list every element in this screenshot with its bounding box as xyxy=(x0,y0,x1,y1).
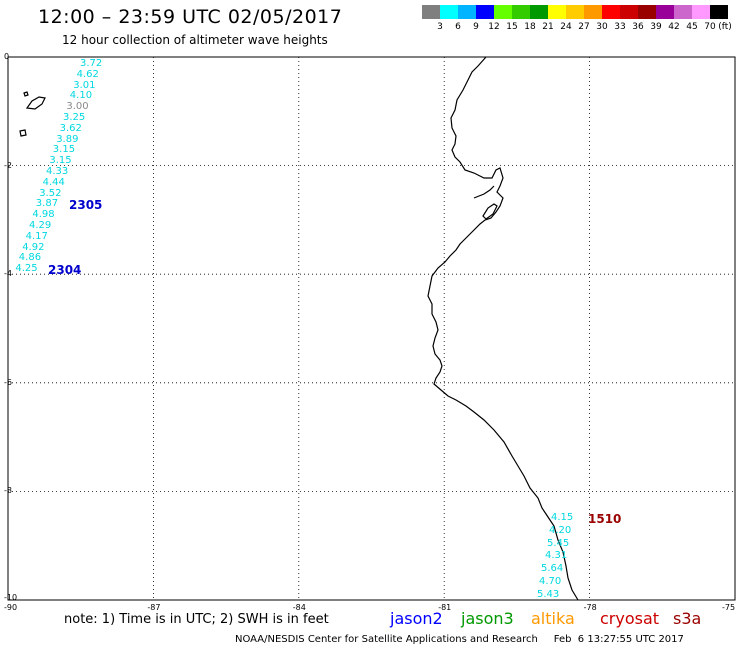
scale-swatch xyxy=(440,5,458,19)
mission-cryosat: cryosat xyxy=(600,609,660,628)
wave-height-value: 4.44 xyxy=(42,176,65,188)
scale-label: 12 xyxy=(488,22,500,32)
wave-height-value: 5.64 xyxy=(541,563,564,575)
scale-label: 33 xyxy=(614,22,626,32)
x-tick-label: -81 xyxy=(438,603,452,612)
scale-label: 39 xyxy=(650,22,662,32)
page-subtitle: 12 hour collection of altimeter wave hei… xyxy=(62,33,328,47)
galapagos-island-tiny xyxy=(23,91,29,97)
scale-swatch xyxy=(638,5,656,19)
scale-swatch xyxy=(674,5,692,19)
x-tick-label: -84 xyxy=(292,603,306,612)
wave-height-value: 3.00 xyxy=(66,101,89,113)
scale-label: 15 xyxy=(506,22,518,32)
pass-label-1510: 1510 xyxy=(588,512,622,526)
footer-credit: NOAA/NESDIS Center for Satellite Applica… xyxy=(235,634,684,645)
wave-height-value: 4.17 xyxy=(25,230,48,242)
y-tick-label: -2 xyxy=(4,160,12,170)
y-tick-label: -10 xyxy=(4,593,18,602)
x-tick-label: -75 xyxy=(722,603,736,612)
scale-label: 6 xyxy=(455,22,461,32)
wave-height-value: 3.15 xyxy=(49,155,72,167)
wave-height-value: 3.72 xyxy=(80,58,103,69)
x-tick-label: -87 xyxy=(147,603,161,612)
wave-height-value: 3.01 xyxy=(73,79,96,91)
wave-height-value: 4.62 xyxy=(76,68,99,80)
scale-label: 36 xyxy=(632,22,644,32)
scale-label: 18 xyxy=(524,22,536,32)
y-tick-label: -8 xyxy=(4,486,12,496)
coast-inlet xyxy=(473,185,495,199)
wave-height-value: 4.15 xyxy=(551,512,574,523)
wave-height-value: 5.43 xyxy=(537,588,560,600)
scale-swatch xyxy=(656,5,674,19)
galapagos-island-small xyxy=(19,129,27,137)
gulf-island xyxy=(482,203,498,220)
wave-height-value: 4.10 xyxy=(69,90,93,102)
wave-height-value: 4.29 xyxy=(29,220,52,231)
mission-s3a: s3a xyxy=(673,609,702,628)
scale-swatch xyxy=(692,5,710,19)
wave-height-value: 3.15 xyxy=(52,144,76,156)
wave-height-value: 3.62 xyxy=(59,122,82,134)
scale-swatch xyxy=(530,5,548,19)
scale-unit: (ft) xyxy=(718,22,732,32)
wave-height-value: 4.86 xyxy=(18,252,42,264)
x-tick-label: -90 xyxy=(4,603,18,612)
wave-height-value: 3.25 xyxy=(63,112,86,123)
map-frame xyxy=(7,56,736,601)
x-tick-label: -78 xyxy=(583,603,597,612)
pass-label-2304: 2304 xyxy=(48,263,82,277)
scale-label: 3 xyxy=(437,22,443,32)
wave-height-value: 4.25 xyxy=(15,263,38,275)
scale-swatch xyxy=(710,5,728,19)
wave-height-value: 3.52 xyxy=(39,187,62,199)
scale-swatch xyxy=(548,5,566,19)
wave-height-value: 4.31 xyxy=(545,550,568,562)
scale-swatch xyxy=(584,5,602,19)
scale-swatch xyxy=(602,5,620,19)
y-tick-label: -6 xyxy=(4,377,12,387)
mission-altika: altika xyxy=(531,609,575,628)
scale-label: 30 xyxy=(596,22,608,32)
mission-jason3: jason3 xyxy=(461,609,514,628)
mission-jason2: jason2 xyxy=(390,609,443,628)
scale-label: 42 xyxy=(668,22,680,32)
scale-swatch xyxy=(422,5,440,19)
wave-height-value: 4.20 xyxy=(549,524,572,536)
wave-height-value: 4.98 xyxy=(32,209,55,221)
wave-height-value: 4.33 xyxy=(46,166,69,177)
scale-swatch xyxy=(512,5,530,19)
scale-label: 70 xyxy=(704,22,716,32)
scale-label: 27 xyxy=(578,22,590,32)
scale-swatch xyxy=(566,5,584,19)
scale-label: 9 xyxy=(473,22,479,32)
page-title: 12:00 – 23:59 UTC 02/05/2017 xyxy=(38,6,343,28)
scale-swatch xyxy=(494,5,512,19)
scale-label: 21 xyxy=(542,22,554,32)
scale-label: 45 xyxy=(686,22,698,32)
galapagos-island-large xyxy=(25,96,46,110)
wave-height-value: 4.70 xyxy=(539,576,562,587)
scale-swatch xyxy=(476,5,494,19)
y-tick-label: -4 xyxy=(4,269,12,279)
scale-swatch xyxy=(620,5,638,19)
scale-swatch xyxy=(458,5,476,19)
scale-label: 24 xyxy=(560,22,572,32)
wave-height-value: 5.45 xyxy=(547,537,570,549)
map-grid xyxy=(8,57,735,600)
wave-height-value: 4.92 xyxy=(22,241,45,253)
wave-height-value: 3.87 xyxy=(35,198,59,210)
note-text: note: 1) Time is in UTC; 2) SWH is in fe… xyxy=(64,612,329,627)
y-tick-label: 0 xyxy=(4,52,10,61)
south-america-coastline xyxy=(427,56,579,601)
pass-label-2305: 2305 xyxy=(69,198,103,212)
wave-height-value: 3.89 xyxy=(56,133,79,145)
